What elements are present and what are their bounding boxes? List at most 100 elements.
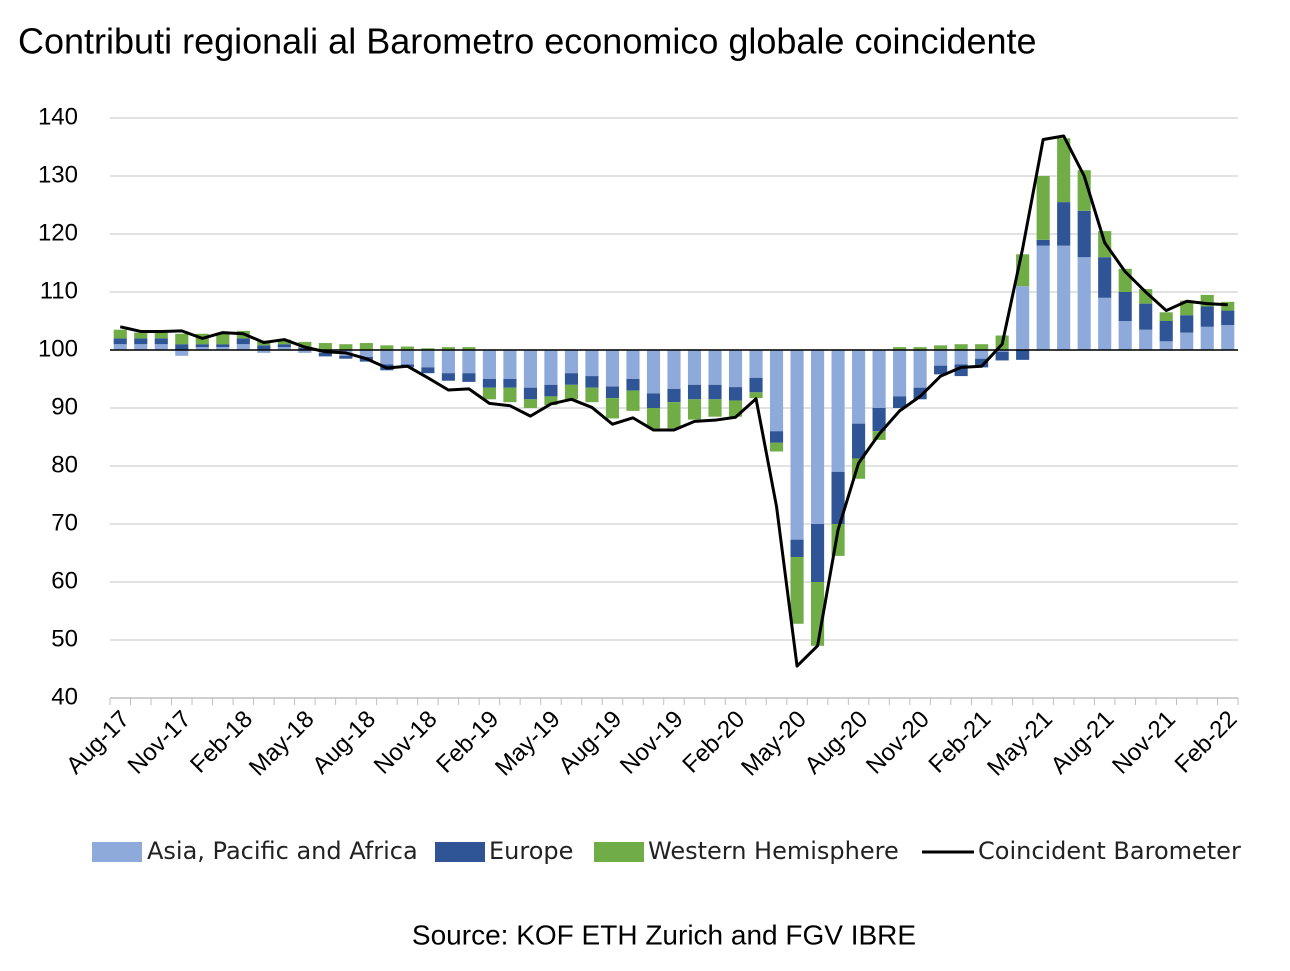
legend-label: Asia, Pacific and Africa <box>147 837 418 865</box>
bar-segment <box>380 350 394 365</box>
bar-segment <box>400 350 414 365</box>
bar-segment <box>421 348 435 350</box>
bar-segment <box>831 471 845 524</box>
bar-segment <box>995 351 1009 361</box>
bar-segment <box>667 350 681 389</box>
bar-segment <box>175 344 189 350</box>
bar-segment <box>462 347 476 350</box>
bar-segment <box>585 387 599 403</box>
bar-segment <box>728 387 743 401</box>
bar-segment <box>421 350 435 368</box>
y-tick-label: 110 <box>40 277 78 304</box>
bar-segment <box>298 341 312 348</box>
bar-segment <box>667 402 681 429</box>
bar-segment <box>523 350 537 388</box>
bar-segment <box>134 338 148 345</box>
y-tick-label: 140 <box>38 103 78 130</box>
bar-segment <box>298 350 312 353</box>
bar-segment <box>626 379 640 391</box>
bar-segment <box>113 329 127 339</box>
legend-label: Coincident Barometer <box>978 837 1241 865</box>
x-tick-label: Feb-21 <box>923 706 996 779</box>
bar-segment <box>236 344 250 350</box>
bar-segment <box>1057 138 1071 203</box>
bar-segment <box>523 399 537 408</box>
bar-segment <box>1200 294 1214 307</box>
bar-segment <box>790 350 804 540</box>
bar-segment <box>544 384 558 397</box>
bar-segment <box>790 539 804 558</box>
bar-segment <box>954 344 968 350</box>
x-tick-label: Aug-17 <box>61 706 135 780</box>
bar-segment <box>811 524 825 582</box>
bar-segment <box>400 346 414 350</box>
bar-segment <box>954 364 968 377</box>
bar-segment <box>380 345 394 350</box>
bar-segment <box>585 350 599 377</box>
bar-segment <box>236 338 250 345</box>
bar-segment <box>195 344 209 348</box>
bar-segment <box>359 350 373 357</box>
x-tick-label: May-20 <box>736 706 812 782</box>
bar-segment <box>482 387 496 400</box>
bar-segment <box>1180 332 1194 350</box>
bar-segment <box>646 408 661 429</box>
x-tick-label: Nov-17 <box>123 706 197 780</box>
y-tick-label: 60 <box>51 567 78 594</box>
bar-segment <box>995 350 1009 352</box>
bar-segment <box>1036 245 1050 350</box>
bar-segment <box>462 373 476 382</box>
bar-segment <box>1180 315 1194 333</box>
y-tick-label: 100 <box>38 335 78 362</box>
x-tick-label: Nov-21 <box>1107 706 1181 780</box>
bar-segment <box>605 386 620 399</box>
bar-segment <box>1159 312 1173 321</box>
bar-segment <box>421 367 435 374</box>
bar-segment <box>1200 326 1214 350</box>
bar-segment <box>1118 292 1132 321</box>
bar-segment <box>441 373 455 381</box>
bar-segment <box>605 350 620 387</box>
bar-segment <box>893 347 907 350</box>
bar-segment <box>1016 350 1030 360</box>
bar-segment <box>318 352 332 357</box>
x-tick-label: Feb-18 <box>185 706 258 779</box>
bar-segment <box>1221 310 1235 326</box>
bar-segment <box>1159 341 1173 350</box>
x-tick-label: Aug-20 <box>799 706 873 780</box>
bar-segment <box>893 350 907 397</box>
bar-segment <box>913 350 927 388</box>
bar-segment <box>134 332 148 339</box>
bar-segment <box>1057 245 1071 350</box>
bar-segment <box>934 345 948 350</box>
bar-segment <box>893 396 907 408</box>
x-tick-label: Feb-20 <box>677 706 750 779</box>
bar-segment <box>1118 321 1132 350</box>
bar-segment <box>790 557 804 624</box>
bar-segment <box>1077 210 1091 258</box>
bar-segment <box>872 408 886 432</box>
bar-segment <box>298 347 312 350</box>
bar-segment <box>769 442 784 452</box>
x-tick-label: Aug-18 <box>307 706 381 780</box>
bar-segment <box>257 345 271 350</box>
legend-swatch <box>594 842 644 862</box>
bar-segment <box>564 384 579 400</box>
x-tick-label: May-19 <box>490 706 566 782</box>
y-tick-label: 50 <box>51 625 78 652</box>
bar-segment <box>544 350 558 385</box>
bar-segment <box>585 376 599 388</box>
bar-segment <box>831 350 845 472</box>
bar-segment <box>872 350 886 408</box>
bar-segment <box>277 344 291 348</box>
bar-segment <box>503 387 517 403</box>
bar-segment <box>1057 202 1071 246</box>
bar-segment <box>154 332 168 339</box>
bar-segment <box>852 423 866 459</box>
bar-segment <box>1036 239 1050 246</box>
bar-segment <box>708 384 722 400</box>
bar-segment <box>934 365 948 375</box>
bar-segment <box>626 350 640 379</box>
bar-segment <box>503 379 517 388</box>
